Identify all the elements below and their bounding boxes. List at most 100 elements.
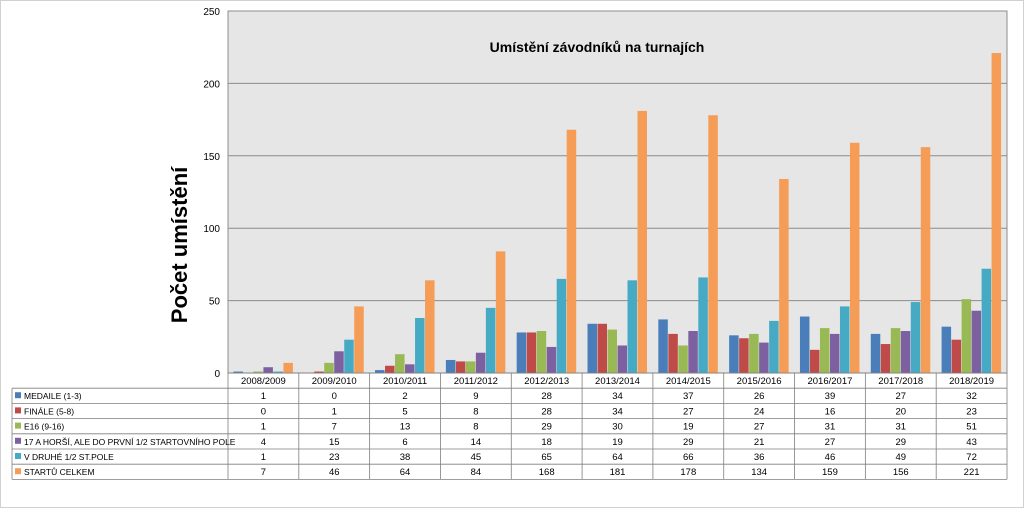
bar xyxy=(597,323,607,373)
bar xyxy=(708,115,718,374)
data-label: 28 xyxy=(541,406,552,417)
bar xyxy=(516,332,527,373)
legend-entry: E16 (9-16) xyxy=(24,422,64,432)
bar xyxy=(415,317,425,373)
y-tick-label: 0 xyxy=(214,369,220,380)
data-label: 32 xyxy=(966,391,977,402)
data-label: 23 xyxy=(329,452,340,463)
data-label: 19 xyxy=(612,437,623,448)
x-tick-label: 2009/2010 xyxy=(312,376,357,387)
bar xyxy=(334,351,344,373)
data-label: 168 xyxy=(539,467,555,478)
bar xyxy=(465,361,476,373)
data-label: 45 xyxy=(471,452,482,463)
bar xyxy=(385,365,395,373)
y-tick-label: 100 xyxy=(203,224,220,235)
bar xyxy=(445,359,456,373)
data-label: 31 xyxy=(895,422,906,433)
legend-swatch xyxy=(15,453,21,459)
bar xyxy=(769,320,779,373)
bar xyxy=(759,342,769,373)
data-label: 159 xyxy=(822,467,838,478)
bar xyxy=(475,352,486,373)
data-label: 14 xyxy=(471,437,482,448)
data-label: 13 xyxy=(400,422,411,433)
bar xyxy=(870,333,881,373)
x-tick-label: 2013/2014 xyxy=(595,376,640,387)
bar xyxy=(546,346,557,373)
data-label: 29 xyxy=(683,437,694,448)
legend-swatch xyxy=(15,392,21,399)
bar xyxy=(799,316,810,373)
data-label: 34 xyxy=(612,406,623,417)
data-label: 27 xyxy=(754,422,765,433)
data-label: 8 xyxy=(473,406,478,417)
bar xyxy=(961,299,972,373)
y-tick-labels: 0 50 100 150 200 250 xyxy=(203,7,220,380)
bar xyxy=(739,338,749,373)
legend-entry: MEDAILE (1-3) xyxy=(24,391,82,401)
bar xyxy=(910,302,921,373)
legend-entry: 17 A HORŠÍ, ALE DO PRVNÍ 1/2 STARTOVNÍHO… xyxy=(24,437,236,447)
bar xyxy=(587,323,597,373)
data-label: 27 xyxy=(825,437,836,448)
data-label: 64 xyxy=(612,452,623,463)
data-label: 1 xyxy=(332,406,337,417)
data-label: 27 xyxy=(895,391,906,402)
data-label: 181 xyxy=(610,467,626,478)
x-tick-label: 2015/2016 xyxy=(737,376,782,387)
bar xyxy=(688,331,698,373)
bar xyxy=(607,329,617,373)
y-tick-label: 150 xyxy=(203,152,220,163)
data-label: 65 xyxy=(541,452,552,463)
data-label: 43 xyxy=(966,437,977,448)
y-tick-label: 250 xyxy=(203,7,220,18)
data-label: 38 xyxy=(400,452,411,463)
data-label: 178 xyxy=(680,467,696,478)
bar xyxy=(971,310,982,373)
data-label: 37 xyxy=(683,391,694,402)
data-label: 51 xyxy=(966,422,977,433)
data-label: 24 xyxy=(754,406,765,417)
data-label: 46 xyxy=(329,467,340,478)
data-label: 19 xyxy=(683,422,694,433)
data-label: 46 xyxy=(825,452,836,463)
bar xyxy=(273,371,283,373)
bar xyxy=(941,326,952,373)
data-label: 34 xyxy=(612,391,623,402)
bars xyxy=(233,52,1002,374)
bar xyxy=(344,339,354,373)
data-label: 29 xyxy=(895,437,906,448)
data-label: 6 xyxy=(402,437,407,448)
bar xyxy=(849,142,860,373)
bar xyxy=(263,367,273,373)
x-tick-label: 2011/2012 xyxy=(454,376,498,387)
legend-swatch xyxy=(15,407,21,414)
data-label: 23 xyxy=(966,406,977,417)
data-label: 4 xyxy=(261,437,266,448)
bar xyxy=(729,335,739,373)
bar xyxy=(495,251,506,373)
legend-entry: V DRUHÉ 1/2 ST.POLE xyxy=(24,452,114,462)
data-label: 15 xyxy=(329,437,340,448)
bar xyxy=(829,333,840,373)
data-label: 7 xyxy=(261,467,266,478)
bar xyxy=(900,331,911,373)
data-label: 30 xyxy=(612,422,623,433)
data-label: 156 xyxy=(893,467,909,478)
bar xyxy=(375,370,385,373)
bar xyxy=(283,362,293,373)
bar xyxy=(809,349,820,373)
bar xyxy=(455,361,466,373)
data-label: 0 xyxy=(332,391,337,402)
bar xyxy=(485,307,496,373)
bar xyxy=(951,339,962,373)
y-tick-label: 50 xyxy=(209,297,221,308)
bar xyxy=(526,332,537,373)
bar xyxy=(233,371,243,373)
data-label: 134 xyxy=(751,467,767,478)
bar xyxy=(405,364,415,373)
